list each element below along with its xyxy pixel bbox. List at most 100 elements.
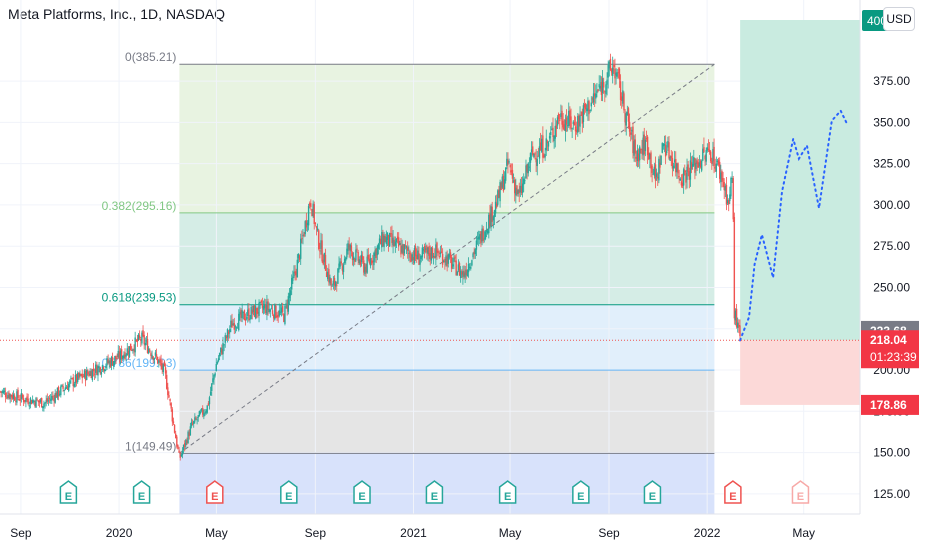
candle-body: [526, 164, 528, 173]
candle-body: [481, 228, 483, 242]
candle-body: [363, 260, 365, 273]
candle-body: [249, 318, 251, 320]
candle-body: [681, 182, 684, 187]
profit-zone[interactable]: [740, 20, 860, 341]
candle-body: [724, 186, 727, 191]
projection-path[interactable]: [739, 109, 849, 342]
candle-body: [72, 377, 74, 387]
earnings-label: E: [431, 491, 438, 503]
earnings-marker[interactable]: E: [572, 480, 590, 504]
fib-level-label: 0.618(239.53): [102, 291, 177, 305]
candle-body: [169, 398, 171, 402]
candle-body: [617, 72, 620, 74]
candle-body: [129, 343, 132, 351]
earnings-badge[interactable]: [724, 480, 742, 504]
price-tick-label: 125.00: [873, 487, 910, 501]
earnings-badge[interactable]: [280, 480, 298, 504]
earnings-label: E: [138, 491, 145, 503]
candle-body: [395, 239, 398, 243]
earnings-badge[interactable]: [132, 480, 151, 504]
currency-button[interactable]: USD: [883, 7, 915, 31]
earnings-marker[interactable]: E: [353, 480, 371, 504]
fib-level-label: 0.382(295.16): [102, 199, 177, 213]
candle-body: [8, 392, 10, 399]
earnings-marker[interactable]: E: [724, 480, 742, 504]
candle-body: [239, 311, 241, 315]
earnings-badge[interactable]: [643, 480, 662, 504]
candle-body: [535, 158, 537, 163]
candle-body: [590, 102, 593, 107]
candle-body: [352, 256, 355, 260]
candle-body: [71, 378, 73, 380]
candle-body: [27, 398, 29, 405]
candle-body: [592, 93, 595, 103]
earnings-badge[interactable]: [353, 480, 371, 504]
candle-body: [383, 235, 385, 248]
candle-body: [626, 111, 629, 115]
earnings-marker[interactable]: E: [59, 480, 78, 504]
long-position-tool[interactable]: [0, 20, 860, 405]
earnings-marker[interactable]: E: [643, 480, 662, 504]
candle-body: [212, 378, 214, 383]
candle-body: [217, 358, 220, 362]
candle-body: [16, 391, 18, 403]
stop-zone[interactable]: [740, 340, 860, 405]
earnings-marker[interactable]: E: [280, 480, 298, 504]
candle-body: [605, 84, 607, 95]
candle-body: [430, 247, 433, 261]
candle-body: [40, 397, 43, 408]
candle-body: [382, 233, 384, 246]
candle-body: [394, 241, 397, 246]
earnings-badge[interactable]: [572, 480, 590, 504]
candle-body: [517, 190, 519, 195]
time-tick-label: Sep: [598, 526, 620, 540]
candle-body: [35, 397, 37, 408]
candle-body: [589, 110, 591, 112]
candle-body: [428, 246, 430, 256]
candle-body: [135, 339, 137, 341]
candle-body: [320, 240, 322, 249]
candle-body: [330, 278, 332, 286]
candle-body: [622, 90, 624, 104]
candle-body: [51, 395, 53, 400]
earnings-marker[interactable]: E: [791, 480, 810, 504]
candle-body: [723, 182, 725, 191]
candle-body: [441, 253, 444, 265]
candle-body: [153, 357, 156, 360]
candle-body: [452, 264, 454, 267]
earnings-badge[interactable]: [498, 480, 517, 504]
candle-body: [735, 308, 738, 327]
candle-body: [28, 405, 30, 407]
candle-body: [288, 293, 291, 298]
candle-body: [77, 373, 79, 382]
candle-body: [498, 189, 500, 198]
candle-body: [271, 310, 274, 314]
candle-body: [601, 78, 604, 94]
candle-body: [391, 233, 393, 244]
earnings-marker[interactable]: E: [132, 480, 151, 504]
candle-body: [100, 372, 103, 375]
candle-body: [587, 100, 589, 112]
projection[interactable]: [739, 109, 849, 342]
candle-body: [568, 110, 570, 126]
candle-body: [334, 281, 337, 287]
candle-body: [494, 201, 497, 214]
candle-body: [61, 384, 63, 387]
earnings-badge[interactable]: [59, 480, 78, 504]
earnings-marker[interactable]: E: [425, 480, 444, 504]
earnings-badge[interactable]: [206, 480, 224, 504]
candle-body: [216, 362, 219, 364]
earnings-marker[interactable]: E: [206, 480, 224, 504]
candle-body: [253, 305, 256, 317]
candle-body: [87, 371, 89, 374]
candle-body: [278, 310, 281, 316]
candle-body: [198, 411, 201, 417]
earnings-badge[interactable]: [425, 480, 444, 504]
earnings-badge[interactable]: [791, 480, 810, 504]
candle-body: [21, 395, 24, 398]
candle-body: [726, 200, 729, 204]
earnings-marker[interactable]: E: [498, 480, 517, 504]
